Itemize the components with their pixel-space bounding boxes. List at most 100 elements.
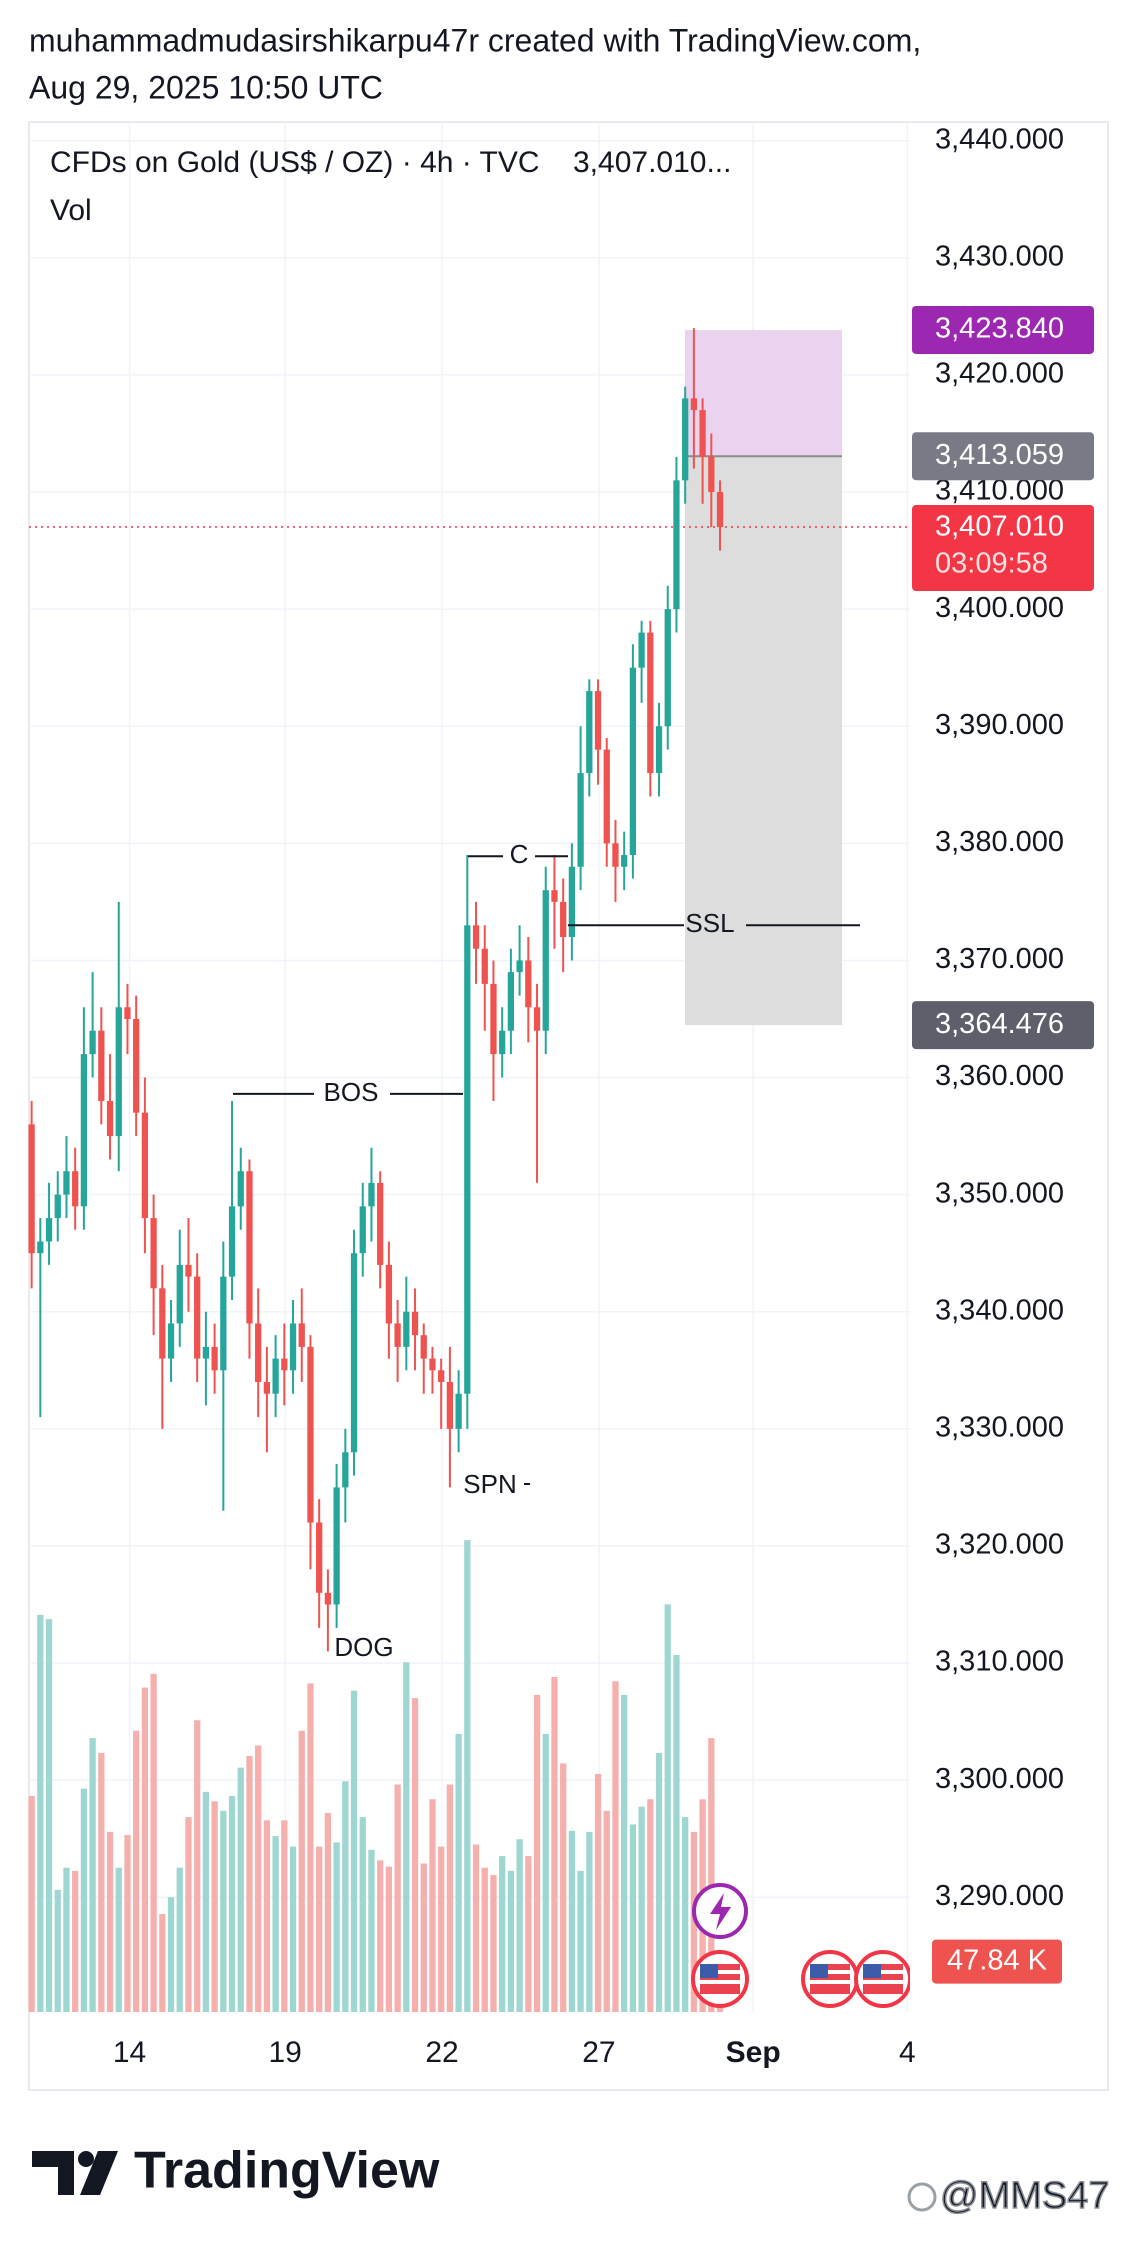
candle-body [359, 1206, 366, 1254]
candle-body [298, 1323, 305, 1347]
candle-body [133, 1018, 140, 1113]
candle-body [80, 1054, 88, 1207]
volume-bar [586, 1831, 593, 2012]
volume-bar [568, 1830, 576, 2012]
candle-body [159, 1288, 166, 1359]
volume-bar [167, 1897, 175, 2012]
watermark: @MMS47 [940, 2175, 1110, 2217]
flag-icon [801, 1950, 859, 2008]
candle-body [281, 1358, 288, 1371]
price-badge [912, 1001, 1094, 1050]
candle-body [568, 866, 576, 938]
volume-bar [368, 1849, 375, 2012]
candle-body [472, 925, 480, 949]
candle-body [28, 1124, 35, 1254]
volume-bar [664, 1604, 671, 2012]
event-icons [691, 1883, 914, 2012]
x-tick-label: 4 [899, 2036, 916, 2069]
candle-body [446, 1382, 454, 1429]
volume-bar [263, 1820, 271, 2012]
candle-body [255, 1323, 262, 1382]
candle-body [202, 1346, 210, 1359]
candle-body [699, 410, 706, 457]
volume-bar [185, 1817, 192, 2012]
candle-body [603, 749, 610, 844]
volume-bar [621, 1694, 628, 2012]
candle-body [594, 691, 602, 750]
candle-body [385, 1264, 393, 1324]
candle-body [124, 1007, 131, 1019]
candle-body [629, 667, 637, 856]
volume-bar [237, 1767, 244, 2012]
annotations: BOS C SSL SPN DOG [233, 839, 860, 1662]
x-tick-label: Sep [726, 2036, 781, 2069]
flag-icon [854, 1950, 912, 2008]
y-tick-label: 3,320.000 [935, 1529, 1064, 1561]
volume-bar [298, 1730, 305, 2012]
volume-bar [455, 1733, 462, 2012]
candle-body [664, 609, 671, 727]
volume-bar [533, 1694, 541, 2012]
volume-bar [577, 1870, 584, 2012]
candle-body [655, 726, 663, 774]
candle-body [525, 960, 532, 1008]
volume-bar [124, 1835, 131, 2012]
candle-body [167, 1323, 175, 1359]
annotation-text: SPN [463, 1469, 516, 1499]
volume-bar [246, 1756, 253, 2012]
x-tick-label: 14 [113, 2036, 146, 2069]
candle-body [316, 1522, 323, 1593]
y-tick-label: 3,290.000 [935, 1880, 1064, 1912]
y-tick-label: 3,370.000 [935, 943, 1064, 975]
candle-body [560, 901, 567, 938]
x-tick-label: 22 [425, 2036, 458, 2069]
volume-bar [202, 1791, 210, 2012]
price-badge-label: 3,423.840 [935, 313, 1064, 345]
candle-body [586, 691, 593, 774]
volume-bar [525, 1856, 532, 2012]
volume-bar [194, 1720, 201, 2012]
volume-bar [159, 1914, 166, 2012]
volume-bar [45, 1619, 53, 2012]
volume-bar [133, 1730, 140, 2012]
watermark-icon [907, 2182, 937, 2212]
candle-body [176, 1264, 183, 1324]
volume-bar [411, 1698, 419, 2012]
annotation-text: C [510, 839, 529, 869]
volume-bar [211, 1801, 218, 2012]
volume-bar [342, 1781, 349, 2012]
volume-bar [403, 1662, 410, 2012]
candle-body [708, 456, 715, 493]
annotation-text: SSL [685, 908, 734, 938]
volume-bar [551, 1677, 558, 2012]
header-line: Aug 29, 2025 10:50 UTC [29, 69, 383, 105]
candle-body [37, 1241, 44, 1254]
volume-pane [28, 1540, 724, 2012]
legend-price: 3,407.010... [573, 146, 731, 179]
volume-bar [324, 1812, 332, 2012]
candle-body [516, 960, 523, 973]
candle-body [647, 632, 654, 774]
volume-bar [481, 1867, 488, 2012]
candle-body [106, 1100, 114, 1137]
volume-bar [647, 1799, 654, 2012]
y-tick-label: 3,360.000 [935, 1060, 1064, 1092]
logo: TradingView [32, 2142, 440, 2200]
y-tick-label: 3,430.000 [935, 240, 1064, 272]
y-tick-label: 3,300.000 [935, 1763, 1064, 1795]
volume-bar [429, 1799, 436, 2012]
candle-body [420, 1335, 427, 1359]
candle-body [342, 1452, 349, 1488]
legend-volume: Vol [50, 194, 92, 227]
legend-title: CFDs on Gold (US$ / OZ) · 4h · TVC [50, 146, 540, 179]
candle-body [577, 773, 584, 867]
candle-body [350, 1253, 358, 1453]
volume-bar [499, 1856, 506, 2012]
candle-body [621, 855, 628, 867]
volume-bar [377, 1860, 384, 2012]
volume-bar [80, 1788, 88, 2012]
candle-body [228, 1206, 236, 1277]
volume-bar [490, 1875, 497, 2012]
lightning-glyph [710, 1893, 731, 1930]
